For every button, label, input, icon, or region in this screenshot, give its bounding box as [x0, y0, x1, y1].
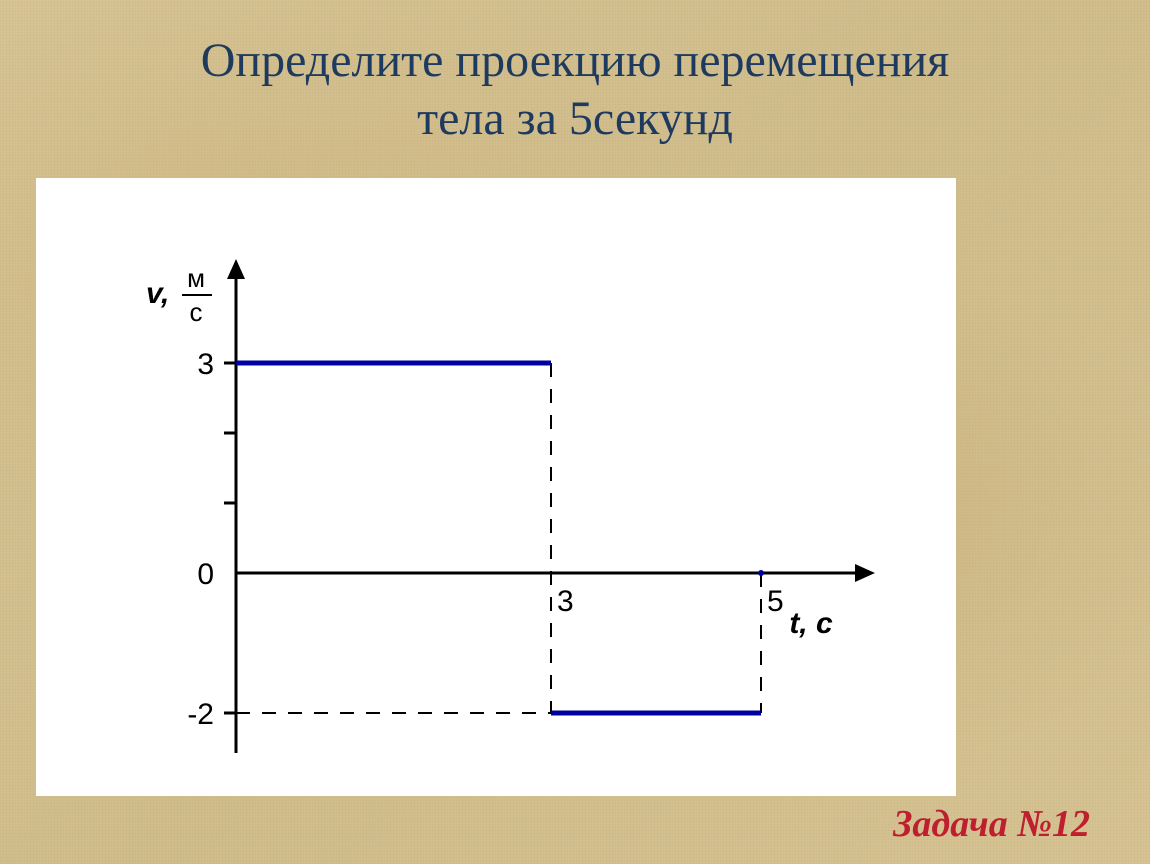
- velocity-time-chart: 3 0 -2 3 5 v, мс t, с: [36, 178, 956, 796]
- title-line-1: Определите проекцию перемещения: [201, 34, 950, 87]
- svg-text:t, с: t, с: [789, 607, 833, 640]
- title-line-2: тела за 5секунд: [417, 92, 733, 145]
- slide-container: Определите проекцию перемещения тела за …: [0, 0, 1150, 864]
- svg-text:-2: -2: [187, 698, 214, 731]
- svg-text:м: м: [187, 263, 205, 293]
- task-number-label: Задача №12: [893, 802, 1090, 846]
- slide-title: Определите проекцию перемещения тела за …: [0, 32, 1150, 147]
- chart-panel: 3 0 -2 3 5 v, мс t, с: [36, 178, 956, 796]
- svg-text:3: 3: [557, 585, 574, 618]
- svg-text:5: 5: [767, 585, 784, 618]
- svg-text:v,: v,: [146, 277, 169, 310]
- svg-text:с: с: [190, 297, 203, 327]
- svg-text:3: 3: [197, 348, 214, 381]
- svg-text:0: 0: [197, 558, 214, 591]
